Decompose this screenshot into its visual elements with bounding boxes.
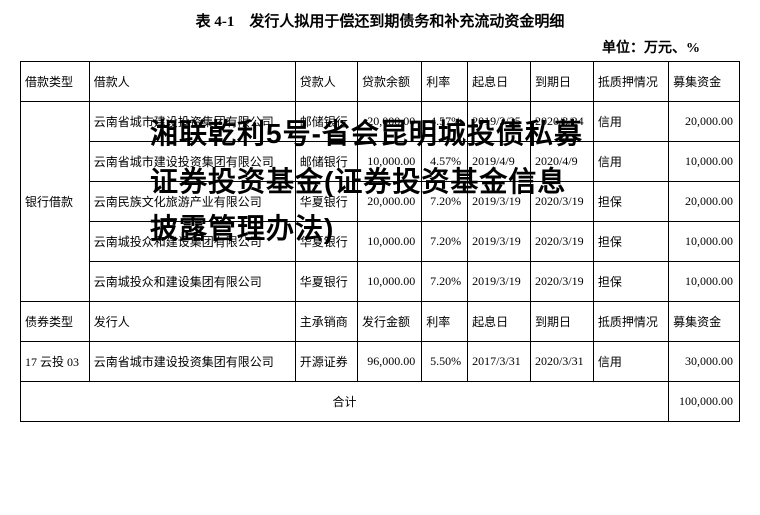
bond-issuer: 云南省城市建设投资集团有限公司 — [89, 342, 295, 382]
cell-lender: 华夏银行 — [295, 222, 357, 262]
unit-label: 单位：万元、% — [20, 37, 740, 57]
cell-balance: 10,000.00 — [357, 222, 421, 262]
cell-collateral: 担保 — [593, 262, 668, 302]
h2-c8: 募集资金 — [669, 302, 740, 342]
cell-rate: 4.57% — [422, 102, 468, 142]
cell-rate: 7.20% — [422, 262, 468, 302]
table-row: 云南民族文化旅游产业有限公司 华夏银行 20,000.00 7.20% 2019… — [21, 182, 740, 222]
h2-c3: 发行金额 — [357, 302, 421, 342]
cell-borrower: 云南省城市建设投资集团有限公司 — [89, 102, 295, 142]
cell-due: 2020/4/9 — [530, 142, 593, 182]
cell-start: 2019/4/9 — [468, 142, 531, 182]
table-row: 云南城投众和建设集团有限公司 华夏银行 10,000.00 7.20% 2019… — [21, 222, 740, 262]
table-row: 云南城投众和建设集团有限公司 华夏银行 10,000.00 7.20% 2019… — [21, 262, 740, 302]
cell-collateral: 担保 — [593, 222, 668, 262]
cell-borrower: 云南城投众和建设集团有限公司 — [89, 222, 295, 262]
table-row: 银行借款 云南省城市建设投资集团有限公司 邮储银行 20,000.00 4.57… — [21, 102, 740, 142]
cell-collateral: 信用 — [593, 102, 668, 142]
header-row-2: 债券类型 发行人 主承销商 发行金额 利率 起息日 到期日 抵质押情况 募集资金 — [21, 302, 740, 342]
rowgroup-bank: 银行借款 — [21, 102, 90, 302]
table-title: 表 4-1 发行人拟用于偿还到期债务和补充流动资金明细 — [20, 10, 740, 31]
cell-due: 2020/3/19 — [530, 222, 593, 262]
table-row: 17 云投 03 云南省城市建设投资集团有限公司 开源证券 96,000.00 … — [21, 342, 740, 382]
h2-c6: 到期日 — [530, 302, 593, 342]
cell-lender: 华夏银行 — [295, 262, 357, 302]
cell-raised: 20,000.00 — [669, 102, 740, 142]
bond-due: 2020/3/31 — [530, 342, 593, 382]
cell-borrower: 云南民族文化旅游产业有限公司 — [89, 182, 295, 222]
cell-balance: 10,000.00 — [357, 142, 421, 182]
h2-c7: 抵质押情况 — [593, 302, 668, 342]
cell-start: 2019/3/25 — [468, 102, 531, 142]
h1-c1: 借款人 — [89, 62, 295, 102]
cell-lender: 华夏银行 — [295, 182, 357, 222]
h1-c7: 抵质押情况 — [593, 62, 668, 102]
cell-balance: 20,000.00 — [357, 182, 421, 222]
total-value: 100,000.00 — [669, 382, 740, 422]
h2-c2: 主承销商 — [295, 302, 357, 342]
h2-c5: 起息日 — [468, 302, 531, 342]
bond-start: 2017/3/31 — [468, 342, 531, 382]
cell-raised: 10,000.00 — [669, 222, 740, 262]
cell-collateral: 信用 — [593, 142, 668, 182]
h2-c4: 利率 — [422, 302, 468, 342]
bond-raised: 30,000.00 — [669, 342, 740, 382]
bond-collateral: 信用 — [593, 342, 668, 382]
cell-rate: 7.20% — [422, 182, 468, 222]
bond-type: 17 云投 03 — [21, 342, 90, 382]
cell-start: 2019/3/19 — [468, 222, 531, 262]
h2-c1: 发行人 — [89, 302, 295, 342]
h1-c8: 募集资金 — [669, 62, 740, 102]
cell-rate: 7.20% — [422, 222, 468, 262]
cell-lender: 邮储银行 — [295, 142, 357, 182]
h2-c0: 债券类型 — [21, 302, 90, 342]
cell-borrower: 云南省城市建设投资集团有限公司 — [89, 142, 295, 182]
bond-underwriter: 开源证券 — [295, 342, 357, 382]
cell-due: 2020/3/19 — [530, 262, 593, 302]
header-row-1: 借款类型 借款人 贷款人 贷款余额 利率 起息日 到期日 抵质押情况 募集资金 — [21, 62, 740, 102]
cell-raised: 10,000.00 — [669, 142, 740, 182]
h1-c6: 到期日 — [530, 62, 593, 102]
cell-raised: 10,000.00 — [669, 262, 740, 302]
cell-lender: 邮储银行 — [295, 102, 357, 142]
table-row: 云南省城市建设投资集团有限公司 邮储银行 10,000.00 4.57% 201… — [21, 142, 740, 182]
bond-rate: 5.50% — [422, 342, 468, 382]
cell-rate: 4.57% — [422, 142, 468, 182]
h1-c2: 贷款人 — [295, 62, 357, 102]
cell-balance: 10,000.00 — [357, 262, 421, 302]
total-row: 合计 100,000.00 — [21, 382, 740, 422]
cell-due: 2020/3/24 — [530, 102, 593, 142]
cell-due: 2020/3/19 — [530, 182, 593, 222]
h1-c3: 贷款余额 — [357, 62, 421, 102]
cell-collateral: 担保 — [593, 182, 668, 222]
h1-c0: 借款类型 — [21, 62, 90, 102]
debt-table: 借款类型 借款人 贷款人 贷款余额 利率 起息日 到期日 抵质押情况 募集资金 … — [20, 61, 740, 422]
cell-start: 2019/3/19 — [468, 182, 531, 222]
h1-c4: 利率 — [422, 62, 468, 102]
cell-balance: 20,000.00 — [357, 102, 421, 142]
h1-c5: 起息日 — [468, 62, 531, 102]
cell-raised: 20,000.00 — [669, 182, 740, 222]
cell-start: 2019/3/19 — [468, 262, 531, 302]
bond-amount: 96,000.00 — [357, 342, 421, 382]
cell-borrower: 云南城投众和建设集团有限公司 — [89, 262, 295, 302]
total-label: 合计 — [21, 382, 669, 422]
